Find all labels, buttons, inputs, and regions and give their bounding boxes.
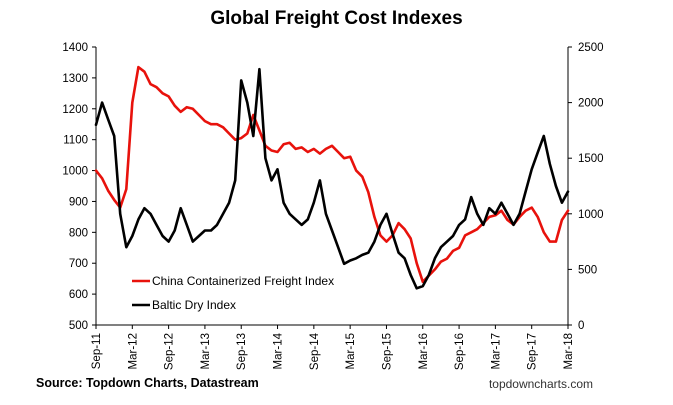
right-tick-label: 2500 xyxy=(578,42,604,54)
left-tick-label: 700 xyxy=(69,258,88,270)
chart-title: Global Freight Cost Indexes xyxy=(210,8,463,29)
left-tick-label: 800 xyxy=(69,227,88,239)
series-line-china-containerized-freight-index xyxy=(94,65,570,284)
x-tick-label: Sep-13 xyxy=(236,333,248,370)
left-tick-label: 1100 xyxy=(63,135,88,147)
x-tick-label: Mar-18 xyxy=(563,333,575,369)
website-label: topdowncharts.com xyxy=(488,377,593,391)
left-tick-label: 500 xyxy=(69,320,88,332)
left-tick-label: 1200 xyxy=(62,104,88,116)
left-tick-label: 1400 xyxy=(62,42,88,54)
x-tick-label: Sep-15 xyxy=(381,333,393,370)
left-tick-label: 1000 xyxy=(62,166,88,178)
source-note: Source: Topdown Charts, Datastream xyxy=(36,376,259,390)
legend-label-baltic: Baltic Dry Index xyxy=(152,298,236,312)
right-tick-label: 1500 xyxy=(578,153,604,165)
right-tick-label: 2000 xyxy=(578,98,604,110)
left-tick-label: 600 xyxy=(69,289,88,301)
x-tick-label: Sep-12 xyxy=(164,333,176,370)
legend: China Containerized Freight Index Baltic … xyxy=(132,274,334,312)
x-tick-label: Mar-14 xyxy=(273,332,285,369)
right-tick-label: 0 xyxy=(578,320,584,332)
x-tick-label: Sep-11 xyxy=(91,333,103,369)
left-tick-label: 1300 xyxy=(62,73,88,85)
x-tick-label: Sep-16 xyxy=(454,333,466,370)
x-tick-label: Sep-14 xyxy=(309,332,321,370)
x-tick-label: Mar-13 xyxy=(200,333,212,369)
left-tick-label: 900 xyxy=(69,196,88,208)
right-tick-label: 500 xyxy=(578,264,597,276)
right-tick-label: 1000 xyxy=(578,209,604,221)
axes: 500 600 700 800 900 1000 1100 1200 1300 1400 0 500 1… xyxy=(62,42,603,370)
legend-label-china: China Containerized Freight Index xyxy=(152,274,334,288)
series-line-baltic-dry-index xyxy=(94,67,570,290)
series-layer xyxy=(94,65,570,290)
x-tick-label: Mar-12 xyxy=(127,333,139,369)
x-tick-label: Sep-17 xyxy=(527,333,539,370)
x-tick-label: Mar-17 xyxy=(490,333,502,369)
x-tick-label: Mar-15 xyxy=(345,333,357,369)
x-tick-label: Mar-16 xyxy=(418,333,430,369)
